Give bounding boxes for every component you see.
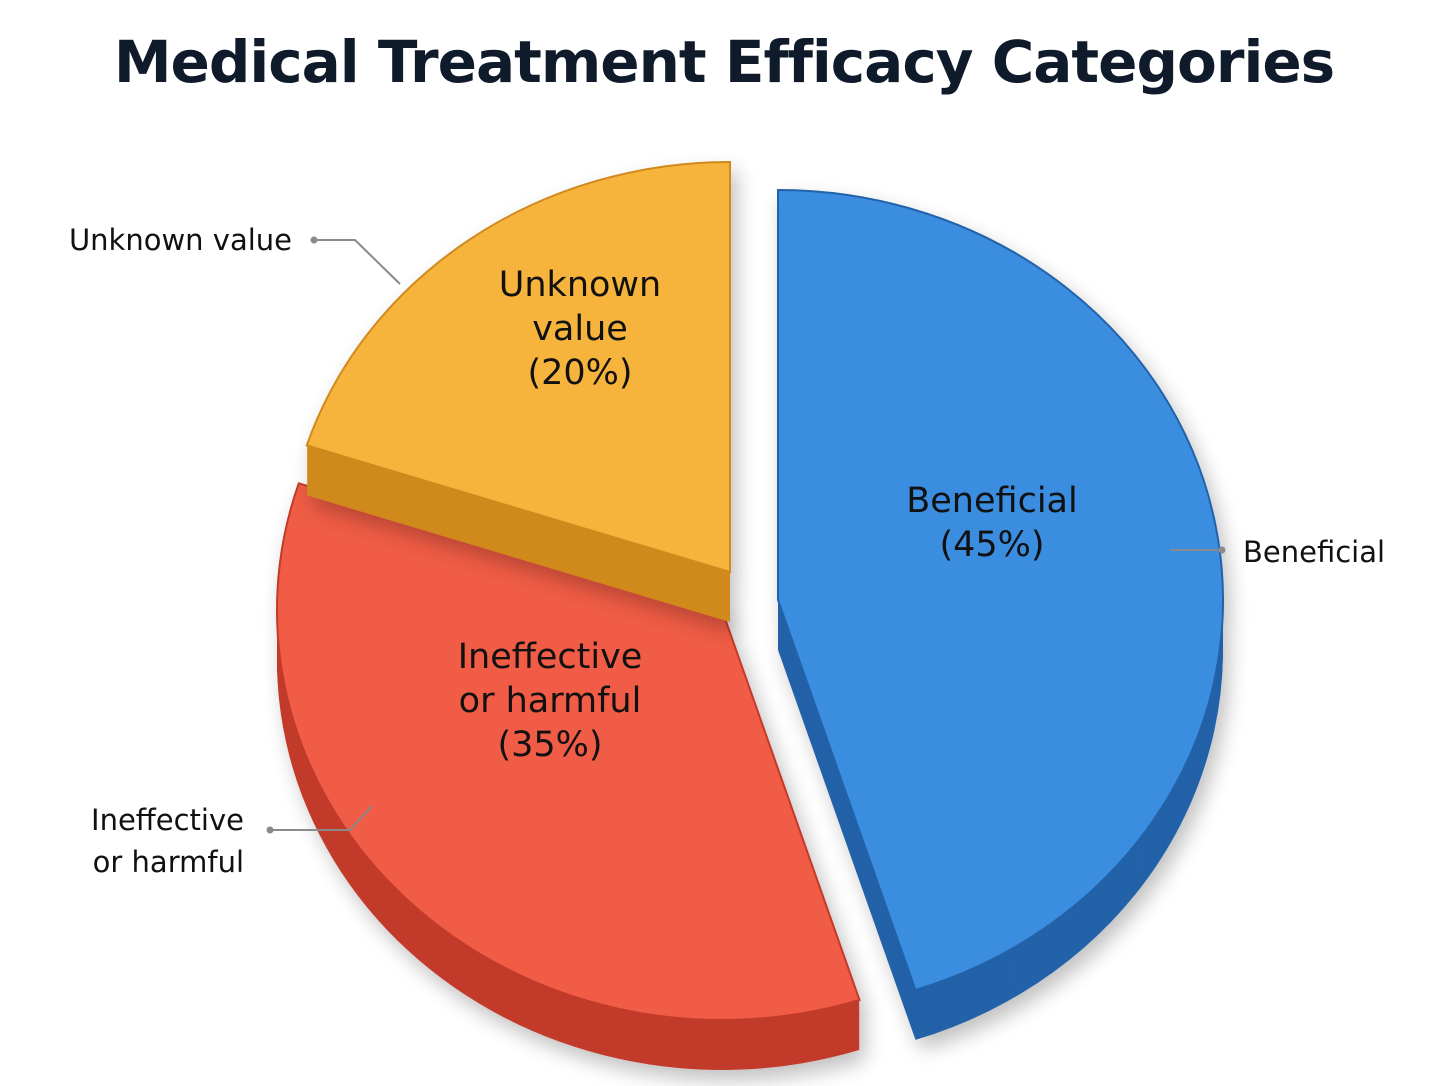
chart-title: Medical Treatment Efficacy Categories <box>113 28 1335 96</box>
pie-slice-group <box>305 160 731 622</box>
callout-label: Ineffective or harmful <box>91 803 244 879</box>
pie-slice <box>777 188 1224 992</box>
pie-slice <box>276 482 861 1021</box>
callout-dot <box>310 236 318 244</box>
slice-label: Ineffective or harmful (35%) <box>458 637 643 765</box>
callout-line <box>314 239 401 285</box>
pie-slice-group <box>777 188 1224 1040</box>
callout-label: Unknown value <box>69 223 292 257</box>
pie-slice <box>305 160 731 574</box>
slice-label: Beneficial (45%) <box>906 481 1077 565</box>
callout-dot <box>1218 546 1226 554</box>
callout-line <box>270 805 373 831</box>
callout-label: Beneficial <box>1243 535 1385 569</box>
slice-label: Unknown value (20%) <box>499 265 661 393</box>
callout-dot <box>266 826 274 834</box>
pie-slice-group <box>276 482 861 1071</box>
